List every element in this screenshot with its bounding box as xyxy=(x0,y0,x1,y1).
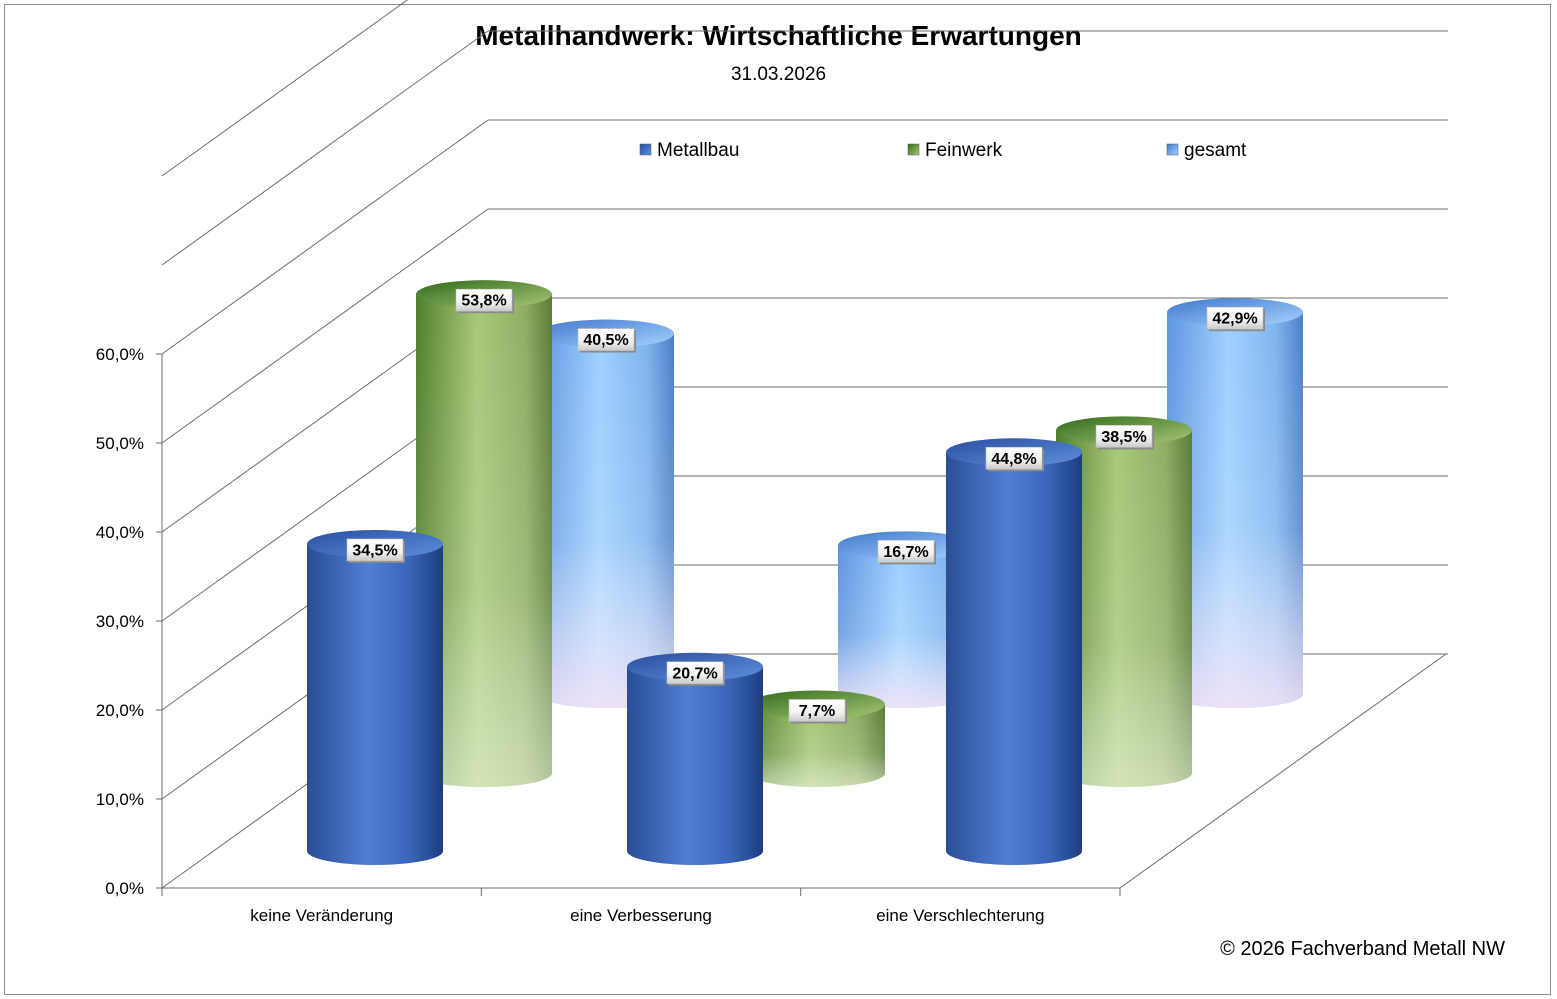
chart-title: Metallhandwerk: Wirtschaftliche Erwartun… xyxy=(475,20,1082,51)
x-tick-label: eine Verschlechterung xyxy=(876,906,1044,925)
legend-label: gesamt xyxy=(1184,140,1247,161)
data-label: 44,8% xyxy=(991,451,1036,468)
y-tick-label: 10,0% xyxy=(96,790,144,809)
bar-highlight xyxy=(1056,430,1192,787)
bar-feinwerk-1: 7,7% xyxy=(749,690,885,787)
bar-body xyxy=(627,666,763,865)
bar-gesamt-0: 40,5% xyxy=(538,319,674,708)
bar-metallbau-2: 44,8% xyxy=(946,438,1082,865)
legend-swatch xyxy=(907,143,920,156)
data-label-box xyxy=(1095,425,1153,448)
data-label: 34,5% xyxy=(352,542,397,559)
y-tick-label: 60,0% xyxy=(96,345,144,364)
bar-feinwerk-2: 38,5% xyxy=(1056,416,1192,787)
legend-label: Metallbau xyxy=(657,140,739,161)
data-label-box xyxy=(577,328,635,351)
bar-highlight xyxy=(416,294,552,787)
bar-metallbau-1: 20,7% xyxy=(627,652,763,865)
copyright-note: © 2026 Fachverband Metall NW xyxy=(1220,938,1505,960)
y-tick-label: 30,0% xyxy=(96,612,144,631)
bar-highlight xyxy=(538,333,674,708)
data-label-box xyxy=(666,661,724,685)
bar-gesamt-1: 16,7% xyxy=(838,531,974,708)
bar-highlight xyxy=(838,545,974,708)
data-label-box xyxy=(346,538,404,562)
x-axis: keine Veränderung eine Verbesserung eine V… xyxy=(161,888,1121,925)
grid-diagonal xyxy=(161,30,489,266)
data-label-box xyxy=(1206,306,1264,330)
bar-body xyxy=(946,452,1082,865)
data-label: 7,7% xyxy=(799,703,835,720)
bar-feinwerk-0: 53,8% xyxy=(416,280,552,787)
data-label: 40,5% xyxy=(583,332,628,349)
grid-diagonal xyxy=(161,208,489,444)
legend-swatch xyxy=(639,143,652,156)
bar-highlight xyxy=(749,704,885,787)
floor-right-edge xyxy=(1119,653,1447,889)
legend-swatch xyxy=(1166,143,1179,156)
y-axis: 0,0% 10,0% 20,0% 30,0% 40,0% 50,0% 60,0% xyxy=(96,345,162,898)
legend-label: Feinwerk xyxy=(925,140,1003,161)
bar-metallbau-0: 34,5% xyxy=(307,529,443,865)
data-label-box xyxy=(455,288,513,312)
bar-highlight xyxy=(1167,312,1303,708)
bar-gesamt-2: 42,9% xyxy=(1167,298,1303,708)
x-tick-label: keine Veränderung xyxy=(250,906,393,925)
y-tick-label: 0,0% xyxy=(105,879,144,898)
grid-diagonal xyxy=(161,119,489,355)
data-label-box xyxy=(788,699,846,722)
y-tick-label: 50,0% xyxy=(96,434,144,453)
data-label: 38,5% xyxy=(1101,429,1146,446)
data-label-box xyxy=(877,540,935,563)
data-label: 16,7% xyxy=(883,544,928,561)
data-label: 42,9% xyxy=(1212,311,1257,328)
chart-subtitle: 31.03.2026 xyxy=(730,64,827,85)
data-label: 20,7% xyxy=(672,665,717,682)
x-tick-label: eine Verbesserung xyxy=(570,906,712,925)
data-label-box xyxy=(985,446,1043,470)
legend: Metallbau Feinwerk gesamt xyxy=(639,140,1247,161)
data-label: 53,8% xyxy=(461,293,506,310)
y-tick-label: 40,0% xyxy=(96,523,144,542)
bars: 40,5% 16,7% 42,9% 53,8% 7,7% 38,5% 34,5% 20,7% 4… xyxy=(307,280,1303,865)
y-tick-label: 20,0% xyxy=(96,701,144,720)
bar-body xyxy=(307,543,443,865)
grid-diagonal xyxy=(161,0,409,177)
